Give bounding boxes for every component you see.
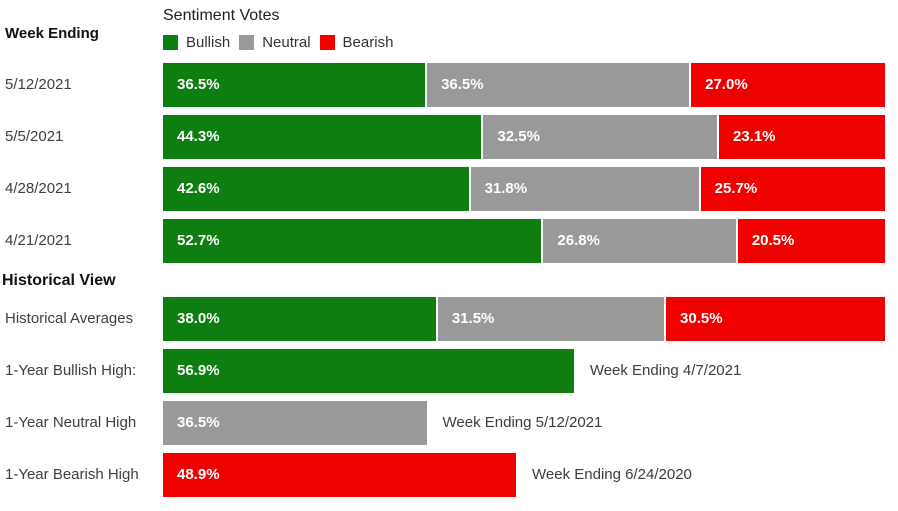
neutral-segment: 31.8%	[470, 167, 699, 211]
bearish-segment: 25.7%	[700, 167, 885, 211]
row-label: 1-Year Bullish High:	[5, 362, 137, 379]
historical-rows: Historical Averages 38.0% 31.5% 30.5% 1-…	[0, 297, 898, 497]
neutral-value: 31.8%	[484, 180, 528, 197]
chart-header: Week Ending Sentiment Votes Bullish Neut…	[0, 0, 898, 51]
sentiment-row: 4/21/2021 52.7% 26.8% 20.5%	[0, 219, 898, 263]
neutral-segment: 36.5%	[163, 401, 427, 445]
legend-label-bullish: Bullish	[186, 33, 231, 51]
bullish-value: 44.3%	[177, 128, 220, 145]
stacked-bar: 44.3% 32.5% 23.1%	[163, 115, 885, 159]
legend-item-bearish: Bearish	[319, 33, 394, 51]
single-bar: 36.5% Week Ending 5/12/2021	[163, 401, 885, 445]
sentiment-row: 5/5/2021 44.3% 32.5% 23.1%	[0, 115, 898, 159]
bearish-segment: 20.5%	[737, 219, 885, 263]
bearish-value: 25.7%	[714, 180, 758, 197]
bullish-value: 38.0%	[177, 310, 220, 327]
bullish-segment: 36.5%	[163, 63, 426, 107]
neutral-value: 36.5%	[177, 414, 220, 431]
bullish-segment: 56.9%	[163, 349, 574, 393]
neutral-swatch-icon	[239, 34, 255, 50]
row-label: 1-Year Bearish High	[5, 466, 139, 483]
neutral-segment: 32.5%	[483, 115, 717, 159]
legend-item-neutral: Neutral	[239, 33, 311, 51]
bullish-value: 36.5%	[177, 76, 220, 93]
single-bar: 48.9% Week Ending 6/24/2020	[163, 453, 885, 497]
week-ending-annotation: Week Ending 5/12/2021	[442, 414, 603, 431]
row-label: 5/12/2021	[5, 76, 72, 93]
bullish-swatch-icon	[163, 34, 178, 50]
stacked-bar: 38.0% 31.5% 30.5%	[163, 297, 885, 341]
legend-label-neutral: Neutral	[262, 33, 311, 51]
row-label: 4/28/2021	[5, 180, 72, 197]
bearish-value: 23.1%	[732, 128, 776, 145]
bullish-segment: 52.7%	[163, 219, 542, 263]
weekly-rows: 5/12/2021 36.5% 36.5% 27.0% 5/5/2021 44.…	[0, 63, 898, 263]
bearish-segment: 48.9%	[163, 453, 517, 497]
row-label: Historical Averages	[5, 310, 134, 327]
bullish-segment: 42.6%	[163, 167, 469, 211]
bearish-value: 20.5%	[751, 232, 795, 249]
bullish-value: 56.9%	[177, 362, 220, 379]
title-and-legend: Sentiment Votes Bullish Neutral Bearish	[163, 0, 898, 51]
historical-view-heading: Historical View	[2, 272, 116, 289]
neutral-value: 31.5%	[451, 310, 495, 327]
historical-averages-row: Historical Averages 38.0% 31.5% 30.5%	[0, 297, 898, 341]
chart-title: Sentiment Votes	[163, 7, 280, 24]
neutral-value: 36.5%	[441, 76, 484, 93]
bullish-segment: 44.3%	[163, 115, 482, 159]
bullish-value: 42.6%	[177, 180, 220, 197]
bearish-value: 30.5%	[680, 310, 723, 327]
bullish-value: 52.7%	[177, 232, 220, 249]
neutral-value: 26.8%	[557, 232, 600, 249]
stacked-bar: 36.5% 36.5% 27.0%	[163, 63, 885, 107]
bearish-segment: 23.1%	[718, 115, 885, 159]
row-label: 1-Year Neutral High	[5, 414, 137, 431]
bearish-segment: 30.5%	[666, 297, 885, 341]
bearish-value: 48.9%	[177, 466, 220, 483]
row-label: 5/5/2021	[5, 128, 64, 145]
neutral-value: 32.5%	[497, 128, 540, 145]
single-bar: 56.9% Week Ending 4/7/2021	[163, 349, 885, 393]
stacked-bar: 42.6% 31.8% 25.7%	[163, 167, 885, 211]
stacked-bar: 52.7% 26.8% 20.5%	[163, 219, 885, 263]
bullish-high-row: 1-Year Bullish High: 56.9% Week Ending 4…	[0, 349, 898, 393]
week-ending-annotation: Week Ending 4/7/2021	[589, 362, 742, 379]
neutral-segment: 26.8%	[543, 219, 736, 263]
bearish-segment: 27.0%	[691, 63, 885, 107]
bullish-segment: 38.0%	[163, 297, 436, 341]
legend-item-bullish: Bullish	[163, 34, 230, 51]
sentiment-row: 5/12/2021 36.5% 36.5% 27.0%	[0, 63, 898, 107]
bearish-high-row: 1-Year Bearish High 48.9% Week Ending 6/…	[0, 453, 898, 497]
neutral-segment: 31.5%	[437, 297, 665, 341]
sentiment-row: 4/28/2021 42.6% 31.8% 25.7%	[0, 167, 898, 211]
neutral-high-row: 1-Year Neutral High 36.5% Week Ending 5/…	[0, 401, 898, 445]
bearish-swatch-icon	[319, 34, 335, 50]
bearish-value: 27.0%	[705, 76, 748, 93]
row-label: 4/21/2021	[5, 232, 72, 249]
legend: Bullish Neutral Bearish	[163, 33, 898, 51]
neutral-segment: 36.5%	[427, 63, 690, 107]
week-ending-annotation: Week Ending 6/24/2020	[532, 466, 692, 483]
week-ending-heading: Week Ending	[5, 25, 99, 42]
legend-label-bearish: Bearish	[342, 33, 394, 51]
week-ending-heading-cell: Week Ending	[0, 0, 163, 50]
